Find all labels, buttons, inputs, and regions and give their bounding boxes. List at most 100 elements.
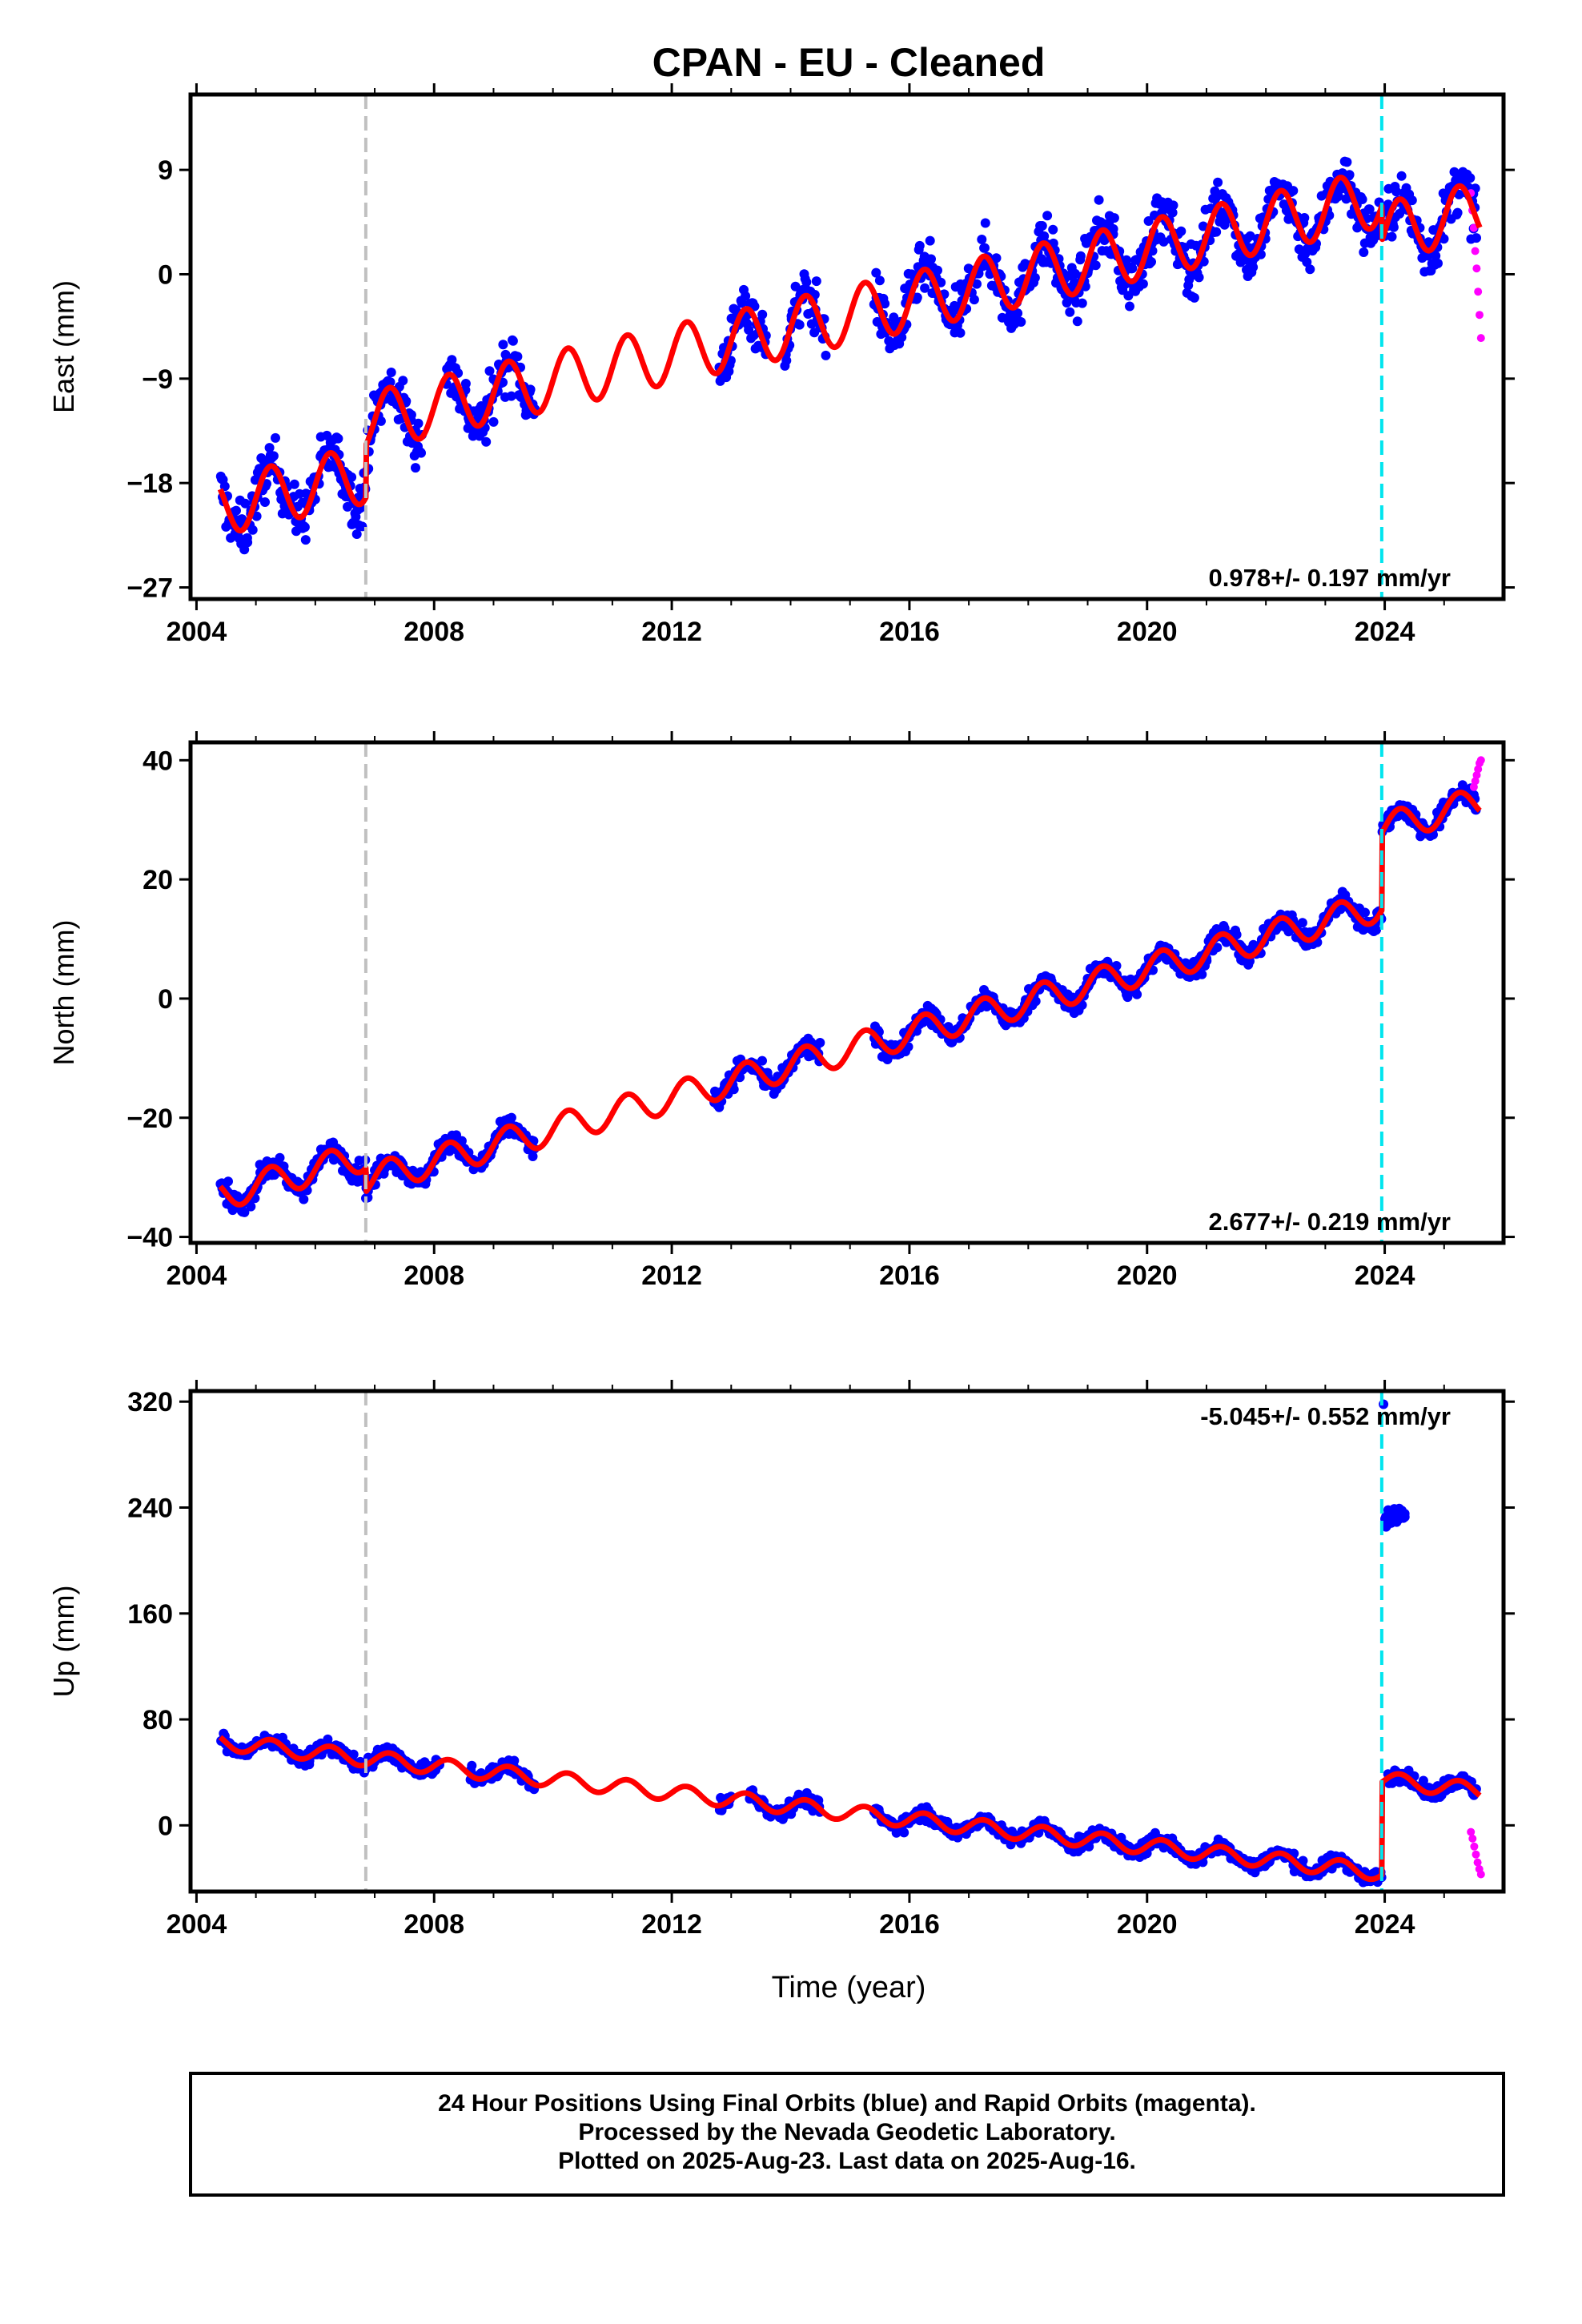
x-tick-label: 2016 [879, 1909, 940, 1940]
final-orbit-point [231, 505, 241, 516]
final-orbit-point [1388, 222, 1399, 232]
x-tick-label: 2004 [167, 1261, 227, 1291]
final-orbit-point [1431, 251, 1441, 261]
north-panel: 2004 2008 2012 2016 2020 2024 40 20 0 −20 −40 North… [47, 731, 1515, 1291]
final-orbit-point [1231, 930, 1242, 940]
final-orbit-point [406, 410, 416, 420]
final-orbit-point [271, 432, 280, 443]
final-orbit-point [246, 1201, 256, 1212]
final-orbit-point [1472, 233, 1481, 243]
final-orbit-point [1138, 279, 1148, 289]
x-tick-label: 2016 [879, 1261, 940, 1291]
plot-frame [188, 92, 1506, 601]
final-orbit-point [289, 479, 299, 489]
final-orbit-point [247, 525, 258, 535]
rapid-orbit-points [1469, 756, 1485, 791]
final-orbit-point [1189, 292, 1199, 303]
final-orbit-point [506, 1112, 516, 1123]
final-orbit-point [1387, 231, 1397, 242]
final-orbit-point [874, 275, 885, 286]
footer-line-1: 24 Hour Positions Using Final Orbits (bl… [438, 2090, 1256, 2117]
y-tick-label: −18 [126, 468, 173, 499]
plot-area [215, 756, 1485, 1217]
final-orbit-point [1070, 277, 1079, 287]
outlier-point [1391, 1514, 1402, 1524]
final-orbit-point [239, 545, 250, 555]
chart-title: CPAN - EU - Cleaned [652, 40, 1046, 85]
final-orbit-point [1212, 943, 1223, 953]
y-tick-label: −20 [126, 1104, 173, 1134]
final-orbit-point [880, 299, 890, 309]
y-axis-label: East (mm) [47, 280, 80, 413]
final-orbit-point [1213, 177, 1223, 187]
model-fit-line [217, 175, 1483, 534]
final-orbit-point [1344, 170, 1355, 180]
final-orbit-point [914, 240, 925, 251]
final-orbit-point [821, 350, 831, 360]
final-orbit-point [757, 309, 768, 320]
final-orbit-point [251, 511, 262, 521]
final-orbit-point [299, 522, 310, 533]
final-orbit-point [926, 254, 936, 264]
plot-area [216, 1399, 1485, 1888]
footer-line-3: Plotted on 2025-Aug-23. Last data on 202… [558, 2148, 1136, 2174]
final-orbit-point [1452, 207, 1463, 218]
x-tick-label: 2012 [641, 617, 702, 647]
final-orbit-point [1198, 221, 1208, 231]
final-orbit-point [1013, 308, 1023, 319]
final-orbit-point [794, 320, 805, 330]
final-orbit-point [1109, 213, 1119, 223]
final-orbit-point [398, 376, 408, 386]
final-orbit-point [1127, 263, 1138, 274]
rapid-orbit-point [1468, 1834, 1477, 1843]
final-orbit-point [1062, 298, 1072, 308]
rapid-orbit-point [1469, 223, 1478, 232]
x-tick-label: 2024 [1355, 617, 1415, 647]
final-orbit-point [275, 1152, 285, 1163]
final-orbit-point [972, 279, 982, 289]
y-tick-label: 240 [127, 1494, 173, 1524]
final-orbit-point [1090, 260, 1101, 271]
rapid-orbit-point [1476, 311, 1484, 320]
velocity-label: 0.978+/- 0.197 mm/yr [1209, 564, 1451, 592]
x-tick-label: 2020 [1117, 1909, 1178, 1940]
final-orbit-point [980, 243, 990, 253]
final-orbit-point [1158, 236, 1169, 247]
final-orbit-point [1072, 316, 1082, 327]
outlier-point [1383, 1505, 1393, 1515]
final-orbit-point [933, 265, 942, 275]
x-tick-label: 2024 [1355, 1261, 1415, 1291]
final-orbit-point [1168, 200, 1178, 211]
x-tick-label: 2016 [879, 617, 940, 647]
final-orbit-point [969, 295, 979, 305]
final-orbit-point [912, 292, 922, 303]
rapid-orbit-point [1472, 1850, 1480, 1859]
final-orbit-point [1371, 925, 1381, 935]
final-orbit-point [936, 277, 946, 287]
final-orbit-point [1094, 195, 1104, 205]
final-orbit-point [1302, 257, 1312, 267]
model-fit-line [218, 790, 1483, 1208]
final-orbit-point [268, 451, 279, 461]
final-orbit-point [509, 1755, 520, 1766]
final-orbit-point [811, 276, 821, 287]
final-orbit-point [1305, 264, 1315, 275]
final-orbit-point [871, 267, 881, 278]
final-orbit-point [481, 436, 492, 447]
final-orbit-point [1194, 272, 1204, 283]
plot-frame [188, 740, 1506, 1245]
final-orbit-point [1077, 298, 1087, 308]
final-orbit-point [1288, 186, 1299, 196]
final-orbit-point [1146, 257, 1156, 267]
final-orbit-point [749, 301, 760, 312]
final-orbit-point [1391, 187, 1402, 197]
y-tick-label: −40 [126, 1223, 173, 1253]
rapid-orbit-point [1476, 334, 1485, 343]
final-orbit-point [506, 391, 516, 401]
rapid-orbit-point [1471, 247, 1480, 255]
x-tick-label: 2020 [1117, 617, 1178, 647]
outlier-point [1394, 1503, 1404, 1514]
velocity-label: -5.045+/- 0.552 mm/yr [1200, 1402, 1451, 1430]
up-panel: 2004 2008 2012 2016 2020 2024 320 240 160 80 0 Up (… [47, 1380, 1515, 1940]
x-tick-label: 2024 [1355, 1909, 1415, 1940]
